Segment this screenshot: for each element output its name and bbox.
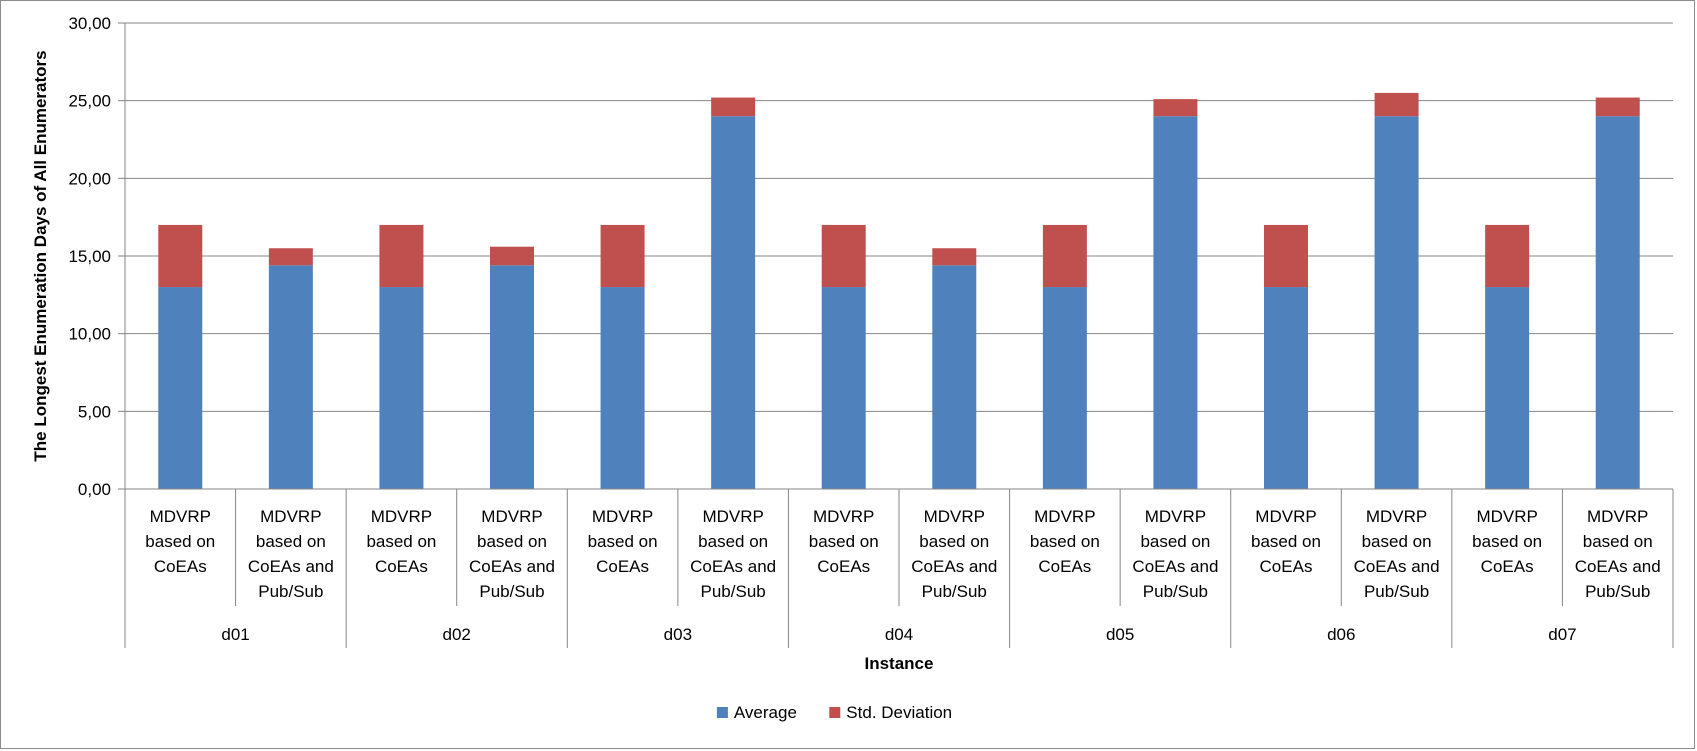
bar-average — [600, 287, 645, 489]
bar-average — [379, 287, 424, 489]
category-label: MDVRP based on CoEAs and Pub/Sub — [248, 507, 334, 601]
bar-std-deviation — [600, 224, 645, 288]
bar-std-deviation — [711, 97, 756, 117]
x-axis-title: Instance — [865, 654, 934, 673]
category-label: MDVRP based on CoEAs — [1472, 507, 1542, 576]
bar-std-deviation — [821, 224, 866, 288]
category-label: MDVRP based on CoEAs and Pub/Sub — [690, 507, 776, 601]
bar-std-deviation — [158, 224, 203, 288]
category-label: MDVRP based on CoEAs and Pub/Sub — [1132, 507, 1218, 601]
bar-average — [158, 287, 203, 489]
bar-average — [1264, 287, 1308, 489]
group-label: d03 — [664, 625, 692, 644]
bar-average — [1153, 116, 1198, 489]
bar-average — [268, 265, 313, 489]
bar-average — [1485, 287, 1530, 489]
bar-std-deviation — [490, 246, 534, 266]
category-label: MDVRP based on CoEAs — [366, 507, 436, 576]
y-tick-label: 0,00 — [78, 480, 111, 499]
y-axis-title: The Longest Enumeration Days of All Enum… — [31, 50, 50, 461]
bar-std-deviation — [1595, 97, 1640, 117]
legend-label: Average — [734, 703, 797, 722]
group-label: d01 — [221, 625, 249, 644]
group-label: d04 — [885, 625, 913, 644]
bar-average — [932, 265, 977, 489]
category-label: MDVRP based on CoEAs and Pub/Sub — [911, 507, 997, 601]
group-label: d06 — [1327, 625, 1355, 644]
category-label: MDVRP based on CoEAs and Pub/Sub — [1354, 507, 1440, 601]
category-label: MDVRP based on CoEAs — [145, 507, 215, 576]
bar-std-deviation — [379, 224, 424, 288]
category-label: MDVRP based on CoEAs and Pub/Sub — [1575, 507, 1661, 601]
category-label: MDVRP based on CoEAs — [1251, 507, 1321, 576]
bar-std-deviation — [1485, 224, 1530, 288]
bar-average — [821, 287, 866, 489]
group-label: d02 — [443, 625, 471, 644]
legend-label: Std. Deviation — [846, 703, 952, 722]
category-label: MDVRP based on CoEAs and Pub/Sub — [469, 507, 555, 601]
bar-average — [1042, 287, 1087, 489]
bar-std-deviation — [1042, 224, 1087, 288]
bar-std-deviation — [1374, 92, 1419, 117]
bar-std-deviation — [1153, 99, 1198, 117]
bar-average — [711, 116, 756, 489]
bar-average — [1374, 116, 1419, 489]
bar-std-deviation — [932, 248, 977, 266]
y-tick-label: 10,00 — [68, 325, 111, 344]
legend-swatch — [716, 707, 728, 718]
category-label: MDVRP based on CoEAs — [1030, 507, 1100, 576]
y-tick-label: 15,00 — [68, 247, 111, 266]
category-label: MDVRP based on CoEAs — [588, 507, 658, 576]
legend-swatch — [829, 707, 841, 718]
y-tick-label: 5,00 — [78, 402, 111, 421]
y-tick-label: 20,00 — [68, 169, 111, 188]
bar-average — [1595, 116, 1640, 489]
group-label: d07 — [1548, 625, 1576, 644]
bar-average — [490, 265, 534, 489]
group-label: d05 — [1106, 625, 1134, 644]
bar-std-deviation — [1264, 224, 1308, 288]
y-tick-label: 30,00 — [68, 14, 111, 33]
y-tick-label: 25,00 — [68, 92, 111, 111]
bar-std-deviation — [268, 248, 313, 266]
category-label: MDVRP based on CoEAs — [809, 507, 879, 576]
